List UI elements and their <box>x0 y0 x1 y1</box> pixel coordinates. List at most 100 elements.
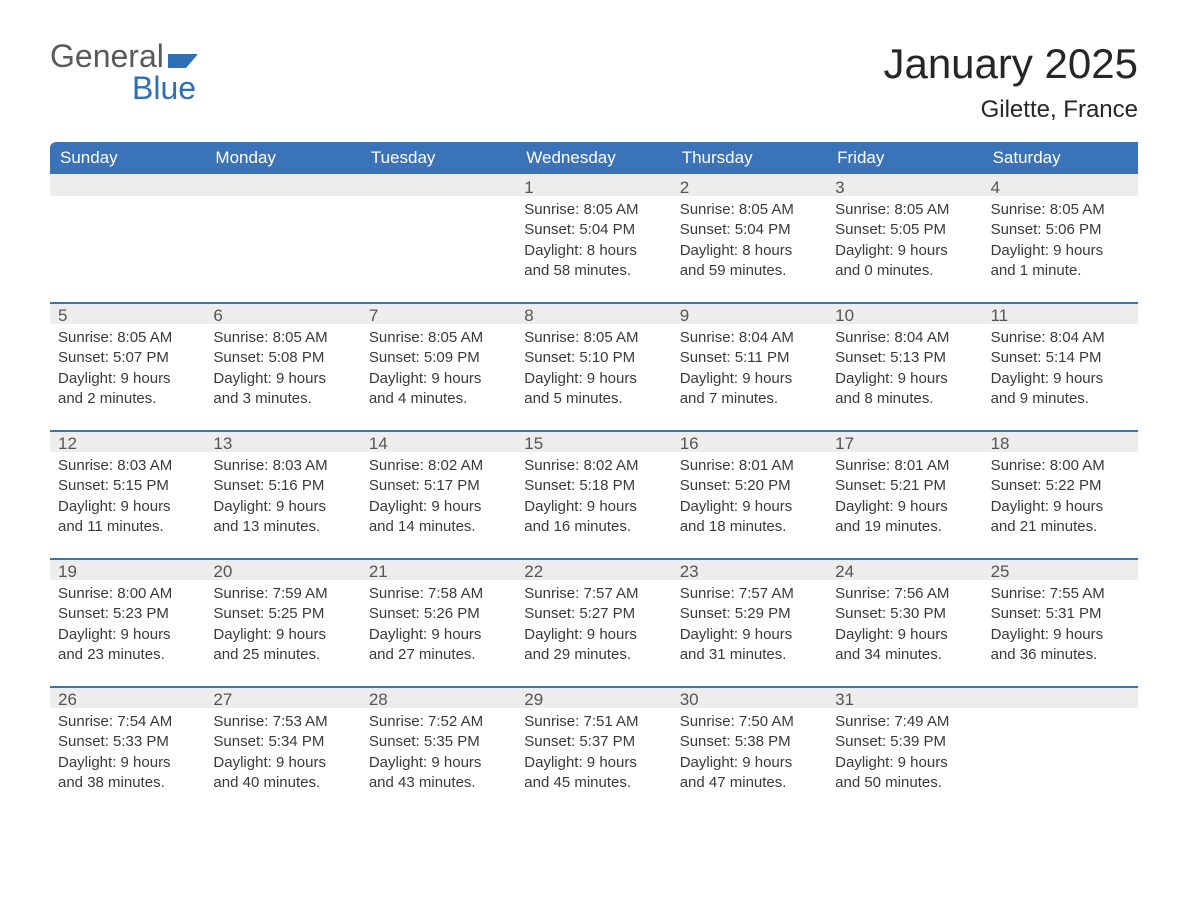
daylight-text-line1: Daylight: 9 hours <box>835 497 982 517</box>
day-cell: 5Sunrise: 8:05 AMSunset: 5:07 PMDaylight… <box>50 302 205 430</box>
sunrise-text: Sunrise: 7:59 AM <box>213 584 360 604</box>
sunset-text: Sunset: 5:11 PM <box>680 348 827 368</box>
day-body: Sunrise: 7:58 AMSunset: 5:26 PMDaylight:… <box>361 580 516 665</box>
day-cell: 28Sunrise: 7:52 AMSunset: 5:35 PMDayligh… <box>361 686 516 814</box>
day-body: Sunrise: 8:04 AMSunset: 5:11 PMDaylight:… <box>672 324 827 409</box>
sunset-text: Sunset: 5:18 PM <box>524 476 671 496</box>
daylight-text-line1: Daylight: 9 hours <box>835 241 982 261</box>
daylight-text-line1: Daylight: 9 hours <box>835 753 982 773</box>
day-number: 11 <box>983 302 1138 324</box>
sunset-text: Sunset: 5:31 PM <box>991 604 1138 624</box>
day-number: 7 <box>361 302 516 324</box>
sunrise-text: Sunrise: 8:05 AM <box>213 328 360 348</box>
daylight-text-line2: and 0 minutes. <box>835 261 982 281</box>
daylight-text-line2: and 2 minutes. <box>58 389 205 409</box>
sunrise-text: Sunrise: 7:52 AM <box>369 712 516 732</box>
daylight-text-line2: and 45 minutes. <box>524 773 671 793</box>
day-cell: 1Sunrise: 8:05 AMSunset: 5:04 PMDaylight… <box>516 174 671 302</box>
sunrise-text: Sunrise: 7:55 AM <box>991 584 1138 604</box>
day-body: Sunrise: 8:03 AMSunset: 5:16 PMDaylight:… <box>205 452 360 537</box>
day-cell: 24Sunrise: 7:56 AMSunset: 5:30 PMDayligh… <box>827 558 982 686</box>
day-number: 12 <box>50 430 205 452</box>
sunset-text: Sunset: 5:33 PM <box>58 732 205 752</box>
day-cell: 17Sunrise: 8:01 AMSunset: 5:21 PMDayligh… <box>827 430 982 558</box>
weekday-header: Monday <box>205 142 360 174</box>
daylight-text-line2: and 36 minutes. <box>991 645 1138 665</box>
daylight-text-line1: Daylight: 8 hours <box>680 241 827 261</box>
day-number: 2 <box>672 174 827 196</box>
day-body: Sunrise: 7:59 AMSunset: 5:25 PMDaylight:… <box>205 580 360 665</box>
daylight-text-line1: Daylight: 9 hours <box>680 497 827 517</box>
daylight-text-line1: Daylight: 9 hours <box>524 753 671 773</box>
daylight-text-line2: and 59 minutes. <box>680 261 827 281</box>
day-number: 24 <box>827 558 982 580</box>
daylight-text-line2: and 7 minutes. <box>680 389 827 409</box>
daylight-text-line2: and 38 minutes. <box>58 773 205 793</box>
daylight-text-line1: Daylight: 9 hours <box>680 369 827 389</box>
day-cell: 9Sunrise: 8:04 AMSunset: 5:11 PMDaylight… <box>672 302 827 430</box>
day-cell: 29Sunrise: 7:51 AMSunset: 5:37 PMDayligh… <box>516 686 671 814</box>
sunrise-text: Sunrise: 7:54 AM <box>58 712 205 732</box>
sunrise-text: Sunrise: 7:57 AM <box>680 584 827 604</box>
sunrise-text: Sunrise: 8:02 AM <box>369 456 516 476</box>
title-block: January 2025 Gilette, France <box>883 40 1138 124</box>
day-body: Sunrise: 8:02 AMSunset: 5:18 PMDaylight:… <box>516 452 671 537</box>
day-body: Sunrise: 8:05 AMSunset: 5:04 PMDaylight:… <box>516 196 671 281</box>
day-number: 22 <box>516 558 671 580</box>
day-number: 16 <box>672 430 827 452</box>
day-body: Sunrise: 8:05 AMSunset: 5:10 PMDaylight:… <box>516 324 671 409</box>
daylight-text-line2: and 47 minutes. <box>680 773 827 793</box>
day-body: Sunrise: 7:49 AMSunset: 5:39 PMDaylight:… <box>827 708 982 793</box>
day-cell: 26Sunrise: 7:54 AMSunset: 5:33 PMDayligh… <box>50 686 205 814</box>
day-cell: 22Sunrise: 7:57 AMSunset: 5:27 PMDayligh… <box>516 558 671 686</box>
sunrise-text: Sunrise: 8:01 AM <box>680 456 827 476</box>
daylight-text-line2: and 1 minute. <box>991 261 1138 281</box>
daylight-text-line2: and 31 minutes. <box>680 645 827 665</box>
day-number: 17 <box>827 430 982 452</box>
location-subtitle: Gilette, France <box>883 96 1138 124</box>
weekday-header: Thursday <box>672 142 827 174</box>
day-body: Sunrise: 8:05 AMSunset: 5:04 PMDaylight:… <box>672 196 827 281</box>
day-number: 9 <box>672 302 827 324</box>
daylight-text-line2: and 3 minutes. <box>213 389 360 409</box>
daylight-text-line2: and 18 minutes. <box>680 517 827 537</box>
logo-text-block: General Blue <box>50 40 198 104</box>
sunrise-text: Sunrise: 8:03 AM <box>58 456 205 476</box>
day-cell: 19Sunrise: 8:00 AMSunset: 5:23 PMDayligh… <box>50 558 205 686</box>
weekday-header: Sunday <box>50 142 205 174</box>
sunrise-text: Sunrise: 8:04 AM <box>991 328 1138 348</box>
daylight-text-line2: and 19 minutes. <box>835 517 982 537</box>
day-body: Sunrise: 7:57 AMSunset: 5:29 PMDaylight:… <box>672 580 827 665</box>
sunset-text: Sunset: 5:16 PM <box>213 476 360 496</box>
sunset-text: Sunset: 5:38 PM <box>680 732 827 752</box>
daylight-text-line2: and 9 minutes. <box>991 389 1138 409</box>
sunset-text: Sunset: 5:35 PM <box>369 732 516 752</box>
day-number: 30 <box>672 686 827 708</box>
sunrise-text: Sunrise: 8:05 AM <box>524 200 671 220</box>
sunrise-text: Sunrise: 8:05 AM <box>991 200 1138 220</box>
sunset-text: Sunset: 5:14 PM <box>991 348 1138 368</box>
day-cell: 21Sunrise: 7:58 AMSunset: 5:26 PMDayligh… <box>361 558 516 686</box>
sunset-text: Sunset: 5:10 PM <box>524 348 671 368</box>
weekday-header: Tuesday <box>361 142 516 174</box>
day-number: 8 <box>516 302 671 324</box>
page-header: General Blue January 2025 Gilette, Franc… <box>50 40 1138 124</box>
sunset-text: Sunset: 5:07 PM <box>58 348 205 368</box>
daylight-text-line1: Daylight: 9 hours <box>58 625 205 645</box>
sunset-text: Sunset: 5:29 PM <box>680 604 827 624</box>
daylight-text-line1: Daylight: 9 hours <box>680 625 827 645</box>
sunset-text: Sunset: 5:05 PM <box>835 220 982 240</box>
day-cell: 16Sunrise: 8:01 AMSunset: 5:20 PMDayligh… <box>672 430 827 558</box>
daylight-text-line2: and 29 minutes. <box>524 645 671 665</box>
day-body: Sunrise: 7:53 AMSunset: 5:34 PMDaylight:… <box>205 708 360 793</box>
logo-word1: General <box>50 40 164 72</box>
day-body: Sunrise: 8:05 AMSunset: 5:07 PMDaylight:… <box>50 324 205 409</box>
day-number: 19 <box>50 558 205 580</box>
daylight-text-line1: Daylight: 9 hours <box>369 369 516 389</box>
sunset-text: Sunset: 5:04 PM <box>680 220 827 240</box>
day-number: 23 <box>672 558 827 580</box>
daylight-text-line1: Daylight: 9 hours <box>524 497 671 517</box>
daylight-text-line1: Daylight: 9 hours <box>524 369 671 389</box>
daylight-text-line1: Daylight: 9 hours <box>213 497 360 517</box>
day-body: Sunrise: 7:57 AMSunset: 5:27 PMDaylight:… <box>516 580 671 665</box>
